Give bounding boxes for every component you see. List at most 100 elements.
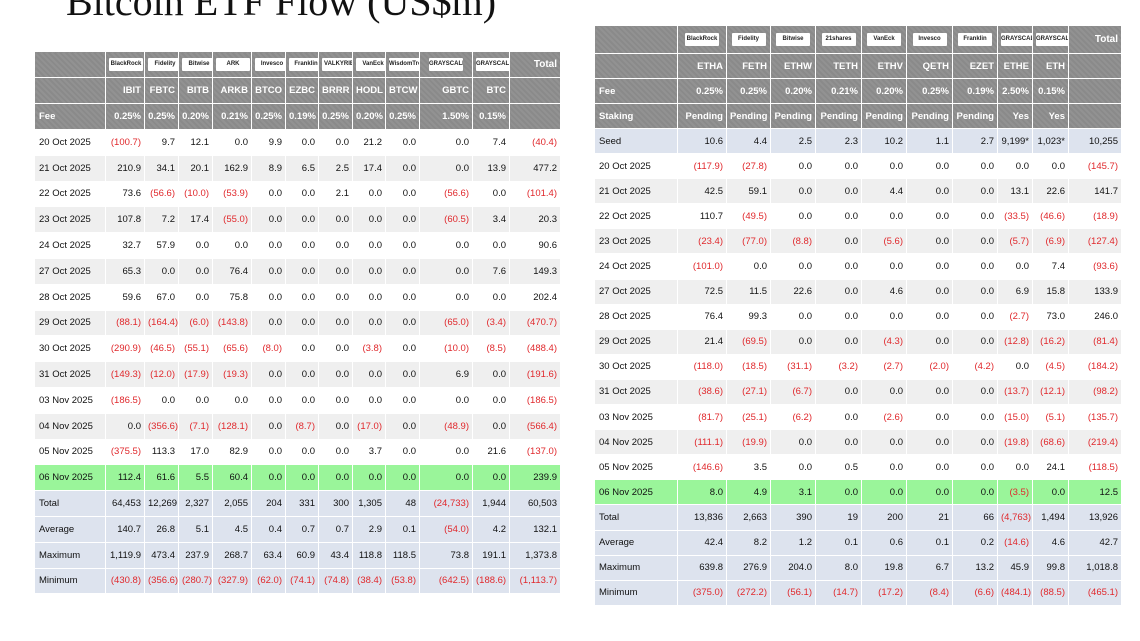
flow-value: 0.0 xyxy=(952,328,998,355)
flow-row: 27 Oct 2025 72.5 11.5 22.6 0.0 4.6 0.0 0.0 6.9 15… xyxy=(594,278,1122,305)
flow-value: 0.0 xyxy=(318,412,353,440)
flow-value: (40.4) xyxy=(509,129,561,156)
flow-value: (4.2) xyxy=(952,353,998,380)
flow-value: 141.7 xyxy=(1068,178,1122,205)
flow-value: (18.5) xyxy=(726,353,771,380)
summary-value: (56.1) xyxy=(770,579,816,606)
summary-value: 639.8 xyxy=(677,554,727,581)
date-cell: 31 Oct 2025 xyxy=(34,361,106,388)
flow-value: 0.0 xyxy=(318,257,353,285)
flow-value: 20.1 xyxy=(178,154,213,182)
flow-row: 03 Nov 2025 (186.5) 0.0 0.0 0.0 0.0 0.0 0.0 0.0 0… xyxy=(34,386,561,414)
flow-value: 0.0 xyxy=(906,404,953,431)
seed-label: Seed xyxy=(594,127,678,155)
summary-value: 0.7 xyxy=(285,515,319,543)
flow-value: 107.8 xyxy=(105,206,145,234)
flow-value: 0.0 xyxy=(385,257,420,285)
flow-value: (184.2) xyxy=(1068,353,1122,380)
flow-value: 3.1 xyxy=(770,479,816,506)
issuer-logo-cell: Franklin xyxy=(285,51,319,78)
flow-row: 06 Nov 2025 8.0 4.9 3.1 0.0 0.0 0.0 0.0 (3.5) 0.0… xyxy=(594,479,1122,506)
summary-label: Minimum xyxy=(594,579,678,606)
summary-value: 60.9 xyxy=(285,541,319,569)
flow-value: 0.0 xyxy=(952,454,998,481)
flow-value: 0.0 xyxy=(285,232,319,259)
flow-value: 0.0 xyxy=(285,464,319,492)
summary-value: (375.0) xyxy=(677,579,727,606)
flow-value: 42.5 xyxy=(677,178,727,205)
flow-value: (65.0) xyxy=(419,309,473,337)
flow-row: 28 Oct 2025 76.4 99.3 0.0 0.0 0.0 0.0 0.0 (2.7) 7… xyxy=(594,303,1122,330)
summary-row: Maximum 1,119.9 473.4 237.9 268.7 63.4 60.9 43.… xyxy=(34,541,561,569)
flow-value: 0.0 xyxy=(997,454,1033,481)
summary-value: 237.9 xyxy=(178,541,213,569)
summary-value: 13,836 xyxy=(677,504,727,531)
summary-value: 99.8 xyxy=(1032,554,1069,581)
staking-value: Pending xyxy=(861,103,907,129)
issuer-logo-cell: Invesco xyxy=(251,51,286,78)
flow-row: 20 Oct 2025 (117.9) (27.8) 0.0 0.0 0.0 0.0 0.0 0… xyxy=(594,153,1122,180)
flow-value: 0.0 xyxy=(815,153,862,180)
flow-value: 0.0 xyxy=(318,283,353,311)
issuer-logo: 21shares xyxy=(821,33,856,46)
flow-value: (25.1) xyxy=(726,404,771,431)
ticker-header: EZBC xyxy=(285,77,319,104)
flow-value: 0.0 xyxy=(352,232,386,259)
summary-value: 13.2 xyxy=(952,554,998,581)
ticker-header: ETHV xyxy=(861,53,907,79)
flow-value: (8.0) xyxy=(251,335,286,363)
summary-value: 12,269 xyxy=(144,490,179,517)
staking-value: Yes xyxy=(997,103,1033,129)
fee-label: Fee xyxy=(34,103,106,130)
summary-value: 73.8 xyxy=(419,541,473,569)
flow-row: 21 Oct 2025 42.5 59.1 0.0 0.0 4.4 0.0 0.0 13.1 22… xyxy=(594,178,1122,205)
summary-value: (62.0) xyxy=(251,567,286,595)
date-cell: 05 Nov 2025 xyxy=(34,438,106,466)
flow-value: 0.0 xyxy=(770,153,816,180)
flow-value: (164.4) xyxy=(144,309,179,337)
flow-value: 0.0 xyxy=(906,228,953,255)
summary-label: Average xyxy=(34,515,106,543)
issuer-logo: Fidelity xyxy=(731,33,766,46)
flow-value: 162.9 xyxy=(212,154,252,182)
flow-value: 0.0 xyxy=(472,361,510,388)
fee-value: 0.20% xyxy=(770,78,816,104)
summary-value: 1,305 xyxy=(352,490,386,517)
flow-row: 05 Nov 2025 (375.5) 113.3 17.0 82.9 0.0 0.0 0.0… xyxy=(34,438,561,466)
fee-value: 0.19% xyxy=(952,78,998,104)
flow-value: 0.0 xyxy=(906,454,953,481)
flow-row: 28 Oct 2025 59.6 67.0 0.0 75.8 0.0 0.0 0.0 0.0 0.… xyxy=(34,283,561,311)
fee-value: 0.20% xyxy=(352,103,386,130)
summary-value: 1,119.9 xyxy=(105,541,145,569)
flow-row: 04 Nov 2025 0.0 (356.6) (7.1) (128.1) 0.0 (8.7… xyxy=(34,412,561,440)
flow-value: (2.0) xyxy=(906,353,953,380)
staking-value: Pending xyxy=(906,103,953,129)
flow-value: 67.0 xyxy=(144,283,179,311)
flow-value: (100.7) xyxy=(105,129,145,156)
flow-row: 22 Oct 2025 110.7 (49.5) 0.0 0.0 0.0 0.0 0.0 (33… xyxy=(594,203,1122,230)
flow-value: 0.0 xyxy=(285,206,319,234)
summary-value: 390 xyxy=(770,504,816,531)
summary-value: (6.6) xyxy=(952,579,998,606)
issuer-logo-cell: GRAYSCALE xyxy=(472,51,510,78)
flow-value: 0.0 xyxy=(952,479,998,506)
flow-value: 32.7 xyxy=(105,232,145,259)
summary-value: (272.2) xyxy=(726,579,771,606)
summary-value: 473.4 xyxy=(144,541,179,569)
date-cell: 30 Oct 2025 xyxy=(594,353,678,380)
date-cell: 29 Oct 2025 xyxy=(34,309,106,337)
fee-row: Fee 0.25% 0.25% 0.20% 0.21% 0.20% 0.25% 0.19% 2.… xyxy=(594,78,1122,104)
flow-value: 0.0 xyxy=(385,180,420,208)
flow-value: 0.0 xyxy=(1032,153,1069,180)
flow-value: 22.6 xyxy=(1032,178,1069,205)
flow-value: (135.7) xyxy=(1068,404,1122,431)
summary-value: 5.1 xyxy=(178,515,213,543)
issuer-logo-cell: 21shares xyxy=(815,25,862,54)
flow-value: 65.3 xyxy=(105,257,145,285)
ticker-header: GBTC xyxy=(419,77,473,104)
flow-value: 0.0 xyxy=(385,232,420,259)
flow-value: (68.6) xyxy=(1032,429,1069,456)
flow-value: 0.0 xyxy=(815,178,862,205)
flow-value: (88.1) xyxy=(105,309,145,337)
flow-value: 0.0 xyxy=(385,361,420,388)
